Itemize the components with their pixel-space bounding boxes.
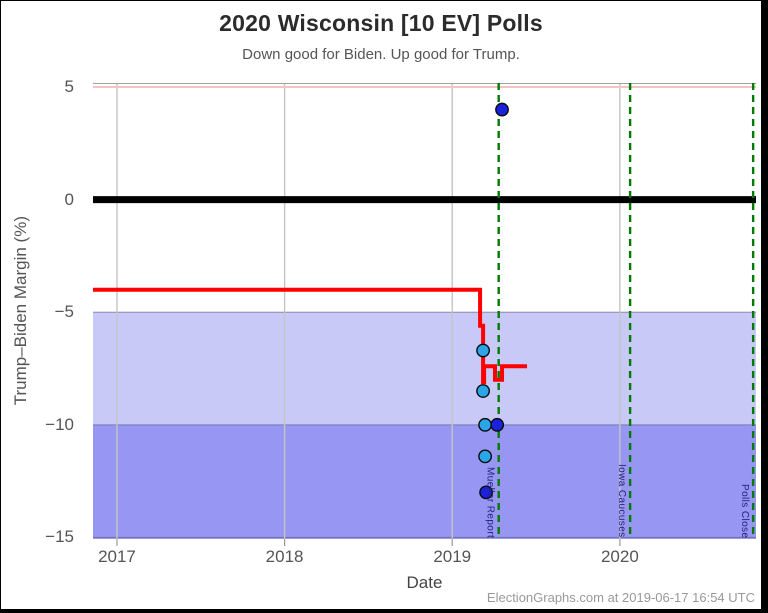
x-axis-tick-labels: 2017 2018 2019 2020 xyxy=(93,547,756,571)
poll-point xyxy=(476,343,490,358)
chart-title: 2020 Wisconsin [10 EV] Polls xyxy=(219,10,543,36)
y-tick-label: 5 xyxy=(64,77,74,97)
y-axis-title: Trump–Biden Margin (%) xyxy=(11,83,31,539)
poll-point xyxy=(490,417,505,432)
margin-band xyxy=(93,312,756,425)
y-tick-label: 0 xyxy=(64,189,74,209)
poll-point xyxy=(478,417,493,432)
footer-credit: ElectionGraphs.com at 2019-06-17 16:54 U… xyxy=(486,590,755,605)
x-tick-label: 2020 xyxy=(600,547,639,566)
trend-line xyxy=(93,287,528,385)
y-axis-title-text: Trump–Biden Margin (%) xyxy=(11,216,30,406)
plot-area: Mueller Report Iowa Caucuses Polls Close xyxy=(93,83,756,546)
poll-point xyxy=(476,384,490,398)
event-label: Iowa Caucuses xyxy=(616,464,628,538)
poll-point xyxy=(479,485,494,500)
poll-point xyxy=(495,102,509,117)
x-tick-label: 2017 xyxy=(98,547,136,566)
y-tick-label: −5 xyxy=(54,302,74,322)
y-axis-tick-labels: 5 0 −5 −10 −15 xyxy=(29,77,74,546)
event-label: Polls Close xyxy=(739,483,751,538)
x-axis-title: Date xyxy=(406,573,443,592)
poll-point xyxy=(478,449,493,464)
margin-band xyxy=(93,424,756,539)
chart-subtitle: Down good for Biden. Up good for Trump. xyxy=(242,46,520,63)
event-label: Mueller Report xyxy=(484,466,496,538)
y-tick-label: −10 xyxy=(45,414,74,434)
y-tick-label: −15 xyxy=(45,527,74,547)
x-tick-label: 2019 xyxy=(433,547,472,566)
x-tick-label: 2018 xyxy=(265,547,304,566)
chart-svg xyxy=(93,83,756,546)
